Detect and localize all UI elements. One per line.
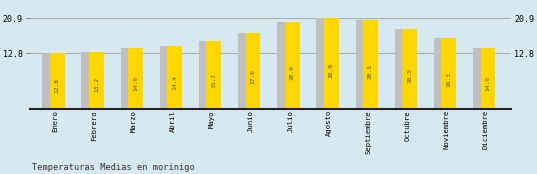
Bar (206, 41, 221, 109)
Text: 20.5: 20.5 (368, 64, 373, 79)
Bar (441, 38, 456, 109)
Text: Temperaturas Medias en morinigo: Temperaturas Medias en morinigo (32, 163, 195, 172)
Text: 13.2: 13.2 (94, 77, 99, 92)
Text: 20.9: 20.9 (329, 63, 334, 78)
Bar (363, 20, 378, 109)
Bar (128, 48, 143, 109)
Bar (316, 18, 337, 109)
Bar (285, 22, 300, 109)
Text: 15.7: 15.7 (211, 73, 216, 88)
Bar (245, 33, 260, 109)
Text: 14.0: 14.0 (485, 76, 490, 91)
Bar (402, 29, 417, 109)
Text: 20.0: 20.0 (289, 65, 295, 80)
Text: 17.6: 17.6 (250, 69, 256, 84)
Bar (82, 52, 102, 109)
Text: 14.0: 14.0 (133, 76, 138, 91)
Bar (89, 52, 104, 109)
Bar (167, 46, 182, 109)
Bar (50, 53, 64, 109)
Text: 12.8: 12.8 (55, 78, 60, 93)
Bar (277, 22, 297, 109)
Bar (199, 41, 219, 109)
Bar (355, 20, 376, 109)
Bar (324, 18, 339, 109)
Text: 18.5: 18.5 (407, 68, 412, 83)
Text: 14.4: 14.4 (172, 75, 177, 90)
Bar (395, 29, 415, 109)
Bar (473, 48, 494, 109)
Text: 16.3: 16.3 (446, 72, 451, 87)
Bar (159, 46, 180, 109)
Bar (42, 53, 63, 109)
Bar (238, 33, 258, 109)
Bar (481, 48, 496, 109)
Bar (434, 38, 454, 109)
Bar (121, 48, 141, 109)
